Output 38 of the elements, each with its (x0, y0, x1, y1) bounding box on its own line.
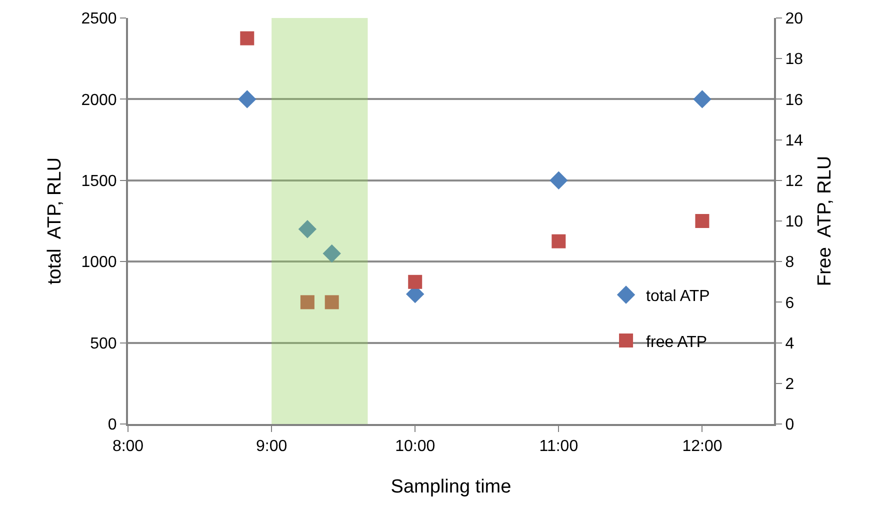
y2-tick-label: 0 (785, 416, 794, 434)
point (408, 274, 422, 289)
x-tick-label: 9:00 (256, 438, 288, 456)
y2-tick-label: 6 (785, 294, 794, 312)
y2-tick-label: 18 (785, 51, 804, 68)
y2-tick-label: 4 (785, 335, 794, 352)
point (322, 244, 341, 263)
y2-tick-label: 20 (785, 10, 804, 28)
y2-tick-label: 14 (785, 132, 804, 150)
legend-label: total ATP (646, 288, 710, 305)
y-tick-label: 1000 (81, 254, 117, 272)
point (695, 214, 710, 228)
x-axis-title: Sampling time (390, 476, 512, 498)
y-tick-label: 1500 (81, 173, 117, 190)
y-tick-label: 500 (90, 335, 117, 352)
x-tick-label: 10:00 (395, 438, 436, 456)
point (693, 90, 712, 108)
x-tick-label: 12:00 (682, 438, 722, 456)
y-tick-label: 2500 (81, 10, 117, 28)
point (298, 220, 317, 238)
x-tick-label: 8:00 (112, 438, 144, 456)
x-tick-label: 11:00 (539, 438, 578, 456)
legend-label: free ATP (646, 334, 708, 351)
point (324, 295, 339, 310)
point (300, 295, 314, 310)
point (550, 171, 568, 190)
y2-tick-label: 10 (785, 214, 804, 231)
y-axis-title: total ATP, RLU (44, 157, 66, 285)
point (238, 90, 256, 108)
y2-axis-title: Free ATP, RLU (814, 156, 836, 286)
y2-tick-label: 12 (785, 173, 804, 190)
y2-tick-label: 2 (785, 376, 794, 393)
y-tick-label: 0 (108, 416, 117, 434)
y2-tick-label: 8 (785, 254, 794, 272)
y2-tick-label: 16 (785, 92, 804, 109)
point (240, 31, 254, 46)
y-tick-label: 2000 (81, 92, 117, 109)
point (552, 234, 566, 248)
